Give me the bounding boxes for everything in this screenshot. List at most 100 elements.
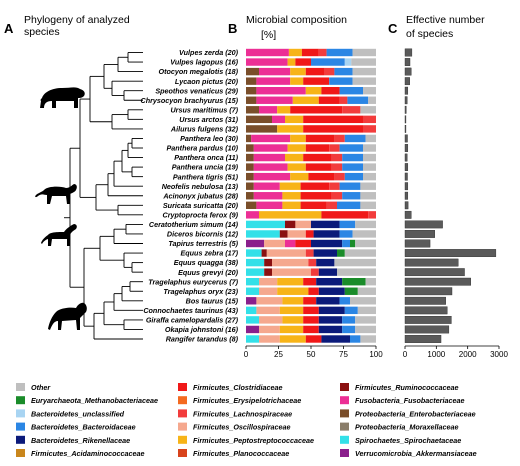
- composition-segment: [318, 48, 327, 57]
- composition-segment: [311, 268, 319, 276]
- composition-segment: [279, 335, 306, 343]
- composition-segment: [295, 220, 311, 229]
- legend-swatch: [16, 409, 25, 418]
- legend-label: Firmicutes_Erysipelotrichaceae: [193, 396, 301, 405]
- effective-species-bar: [404, 96, 408, 105]
- composition-segment: [246, 306, 257, 315]
- composition-segment: [352, 67, 376, 76]
- legend-label: Proteobacteria_Enterobacteriaceae: [355, 409, 476, 418]
- composition-segment: [301, 48, 319, 57]
- species-label: Connochaetes taurinus (43): [143, 306, 238, 315]
- composition-segment: [326, 48, 353, 57]
- effective-tick-label: 3000: [490, 350, 508, 359]
- legend-swatch: [340, 383, 349, 391]
- composition-segment: [277, 125, 304, 133]
- composition-segment: [334, 258, 376, 267]
- composition-segment: [300, 201, 327, 209]
- species-label: Okapia johnstoni (16): [165, 325, 239, 334]
- composition-segment: [344, 287, 358, 295]
- effective-species-x-axis: 0 1000 2000 3000: [403, 345, 508, 359]
- composition-segment: [279, 230, 288, 238]
- composition-segment: [368, 211, 376, 219]
- composition-segment: [352, 77, 376, 85]
- panel-a-title: Phylogeny of analyzed: [24, 14, 130, 26]
- panel-b-title: Microbial composition: [246, 14, 347, 26]
- composition-segment: [305, 144, 330, 152]
- composition-segment: [256, 77, 291, 85]
- species-label: Acinonyx jubatus (28): [162, 191, 238, 200]
- composition-segment: [357, 287, 376, 295]
- species-label: Tapirus terrestris (5): [168, 239, 238, 248]
- composition-segment: [246, 287, 259, 295]
- effective-species-bar: [404, 201, 409, 210]
- composition-segment: [363, 153, 376, 162]
- composition-segment: [329, 182, 340, 190]
- panel-b-letter: B: [228, 21, 237, 36]
- species-label: Ailurus fulgens (32): [170, 125, 239, 134]
- legend-swatch: [178, 449, 187, 457]
- composition-segment: [246, 58, 288, 66]
- species-label: Tragelaphus oryx (23): [163, 287, 238, 296]
- legend-label: Bacteroidetes_unclassified: [31, 409, 125, 418]
- composition-segment: [246, 239, 265, 248]
- effective-species-bars: [404, 48, 497, 343]
- composition-segment: [253, 192, 283, 200]
- composition-segment: [337, 201, 361, 209]
- composition-segment: [308, 172, 335, 181]
- composition-segment: [259, 316, 283, 324]
- composition-segment: [256, 96, 293, 104]
- composition-segment: [266, 249, 306, 257]
- effective-species-bar: [404, 220, 443, 229]
- composition-segment: [246, 96, 257, 104]
- composition-segment: [259, 335, 280, 343]
- legend-label: Firmicutes_Planococcaceae: [193, 449, 289, 458]
- composition-segment: [246, 87, 257, 95]
- composition-segment: [256, 306, 280, 315]
- effective-species-bar: [404, 182, 409, 191]
- species-label: Cryptoprocta ferox (9): [163, 210, 239, 219]
- composition-segment: [288, 48, 302, 57]
- effective-species-bar: [404, 191, 409, 200]
- composition-segment: [285, 153, 304, 162]
- composition-segment: [334, 67, 353, 76]
- composition-segment: [253, 172, 291, 181]
- composition-segment: [316, 258, 335, 267]
- bear-silhouette-icon: [40, 87, 85, 108]
- composition-segment: [355, 316, 376, 324]
- composition-segment: [305, 67, 324, 76]
- species-label: Panthera onca (11): [174, 153, 238, 162]
- legend-swatch: [178, 383, 187, 391]
- composition-segment: [318, 96, 340, 104]
- composition-segment: [277, 106, 291, 114]
- legend-swatch: [16, 435, 25, 444]
- composition-segment: [290, 172, 309, 181]
- composition-segment: [246, 125, 278, 133]
- composition-tick-label: 75: [339, 350, 348, 359]
- species-label: Ursus maritimus (7): [170, 105, 238, 114]
- composition-segment: [337, 249, 345, 257]
- composition-segment: [342, 278, 366, 286]
- legend-label: Firmicutes_Peptostreptococcaceae: [193, 436, 314, 445]
- wildebeest-silhouette-icon: [48, 302, 87, 330]
- composition-segment: [290, 134, 306, 143]
- composition-segment: [363, 163, 376, 171]
- composition-x-axis: 0 25 50 75 100: [244, 345, 383, 359]
- composition-segment: [256, 87, 306, 95]
- composition-segment: [360, 335, 376, 343]
- species-labels: Vulpes zerda (20) Vulpes lagopus (16) Ot…: [141, 48, 239, 344]
- composition-segment: [279, 325, 304, 334]
- composition-segment: [272, 115, 285, 124]
- panel-b-axis-unit: [%]: [261, 29, 276, 41]
- composition-segment: [259, 287, 278, 295]
- composition-segment: [295, 58, 311, 66]
- composition-segment: [246, 230, 280, 238]
- effective-species-bar: [404, 316, 452, 324]
- composition-segment: [321, 87, 340, 95]
- species-label: Otocyon megalotis (18): [159, 67, 239, 76]
- composition-segment: [246, 335, 259, 343]
- effective-species-bar: [404, 172, 408, 181]
- effective-species-bar: [404, 77, 410, 86]
- composition-segment: [259, 278, 278, 286]
- composition-segment: [321, 211, 369, 219]
- composition-segment: [259, 106, 278, 114]
